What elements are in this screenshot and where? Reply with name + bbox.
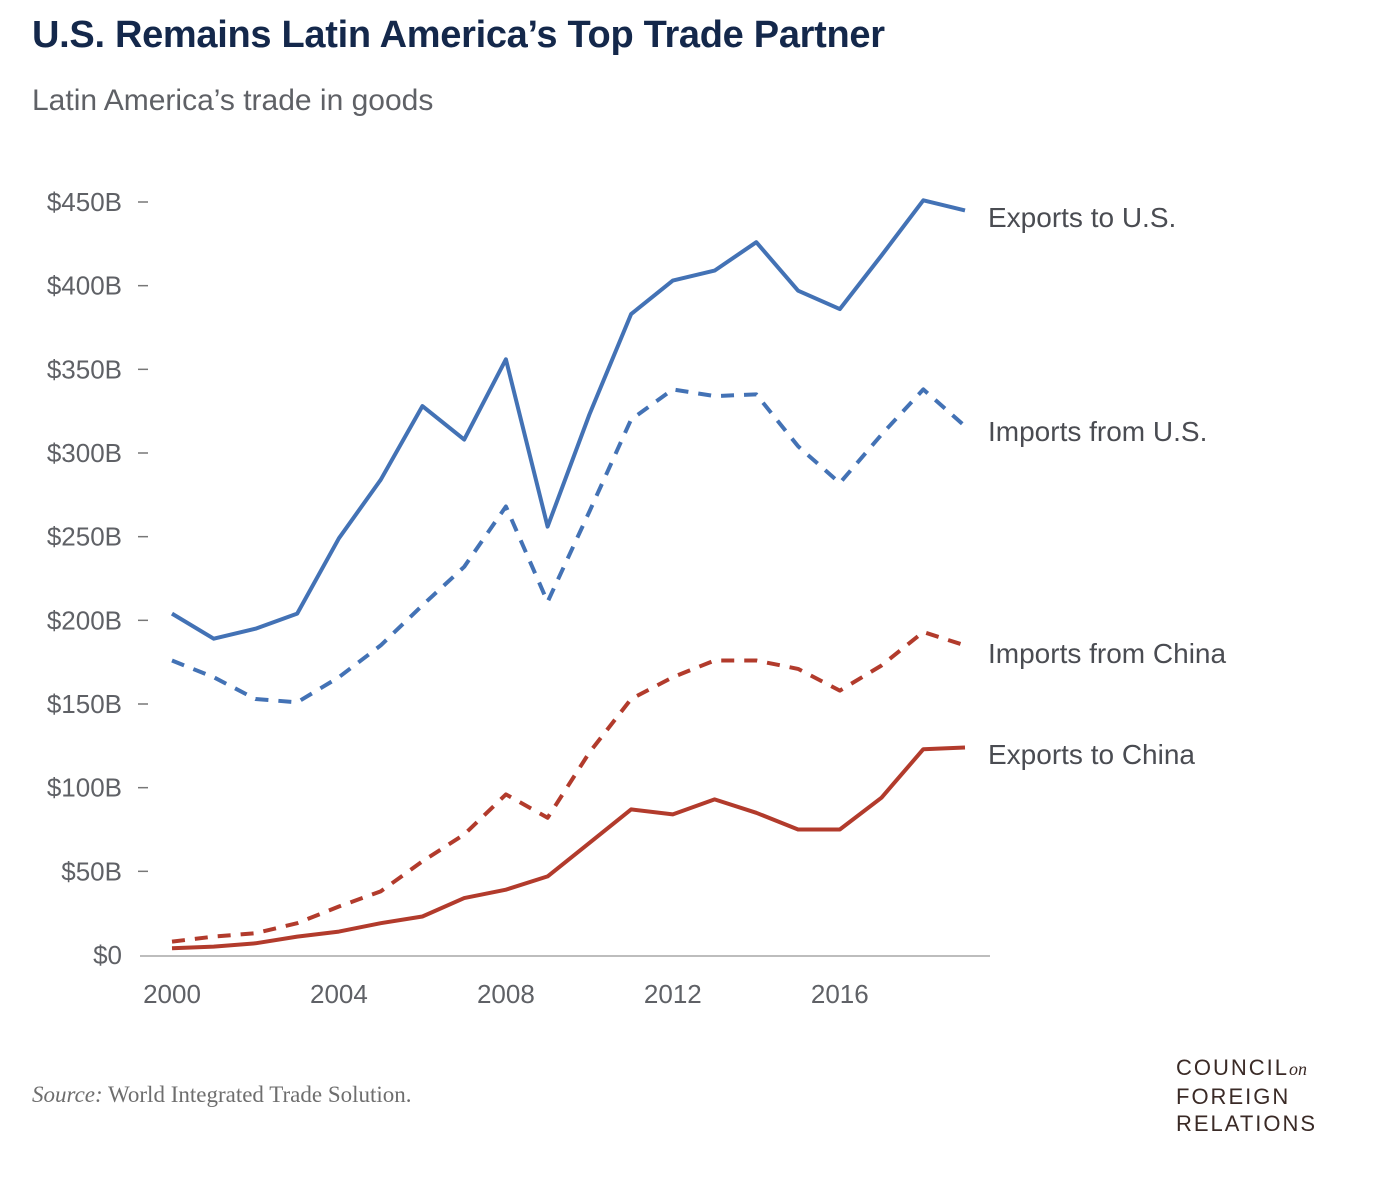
y-tick-label: $350B	[47, 354, 122, 384]
series-label: Exports to U.S.	[988, 202, 1176, 233]
x-tick-label: 2000	[143, 979, 201, 1009]
series-line-exports-to-u-s-	[170, 198, 966, 641]
series-line-exports-to-china	[171, 745, 966, 951]
logo-on: on	[1289, 1059, 1308, 1079]
y-tick-label: $400B	[47, 271, 122, 301]
source-note: Source: World Integrated Trade Solution.	[32, 1082, 412, 1108]
x-tick-label: 2004	[310, 979, 368, 1009]
cfr-logo: COUNCILon FOREIGN RELATIONS	[1176, 1054, 1317, 1137]
series-line-imports-from-china	[171, 630, 966, 944]
chart-subtitle: Latin America’s trade in goods	[32, 84, 434, 117]
x-tick-label: 2012	[644, 979, 702, 1009]
logo-line3: RELATIONS	[1176, 1111, 1318, 1136]
y-tick-label: $50B	[61, 856, 122, 886]
y-tick-label: $450B	[47, 187, 122, 217]
source-text: World Integrated Trade Solution.	[102, 1082, 412, 1107]
logo-line2: FOREIGN	[1176, 1084, 1291, 1109]
logo-line1: COUNCIL	[1176, 1055, 1290, 1080]
x-tick-label: 2008	[477, 979, 535, 1009]
x-tick-label: 2016	[811, 979, 869, 1009]
y-tick-label: $250B	[47, 522, 122, 552]
y-tick-label: $300B	[47, 438, 122, 468]
y-tick-label: $200B	[47, 605, 122, 635]
y-tick-label: $100B	[47, 773, 122, 803]
series-line-imports-from-u-s-	[171, 387, 967, 705]
series-label: Exports to China	[988, 739, 1195, 770]
series-label: Imports from China	[988, 638, 1226, 669]
series-label: Imports from U.S.	[988, 416, 1207, 447]
chart-title: U.S. Remains Latin America’s Top Trade P…	[32, 14, 885, 56]
source-label: Source:	[32, 1082, 103, 1107]
y-tick-label: $150B	[47, 689, 122, 719]
y-tick-label: $0	[93, 940, 122, 970]
